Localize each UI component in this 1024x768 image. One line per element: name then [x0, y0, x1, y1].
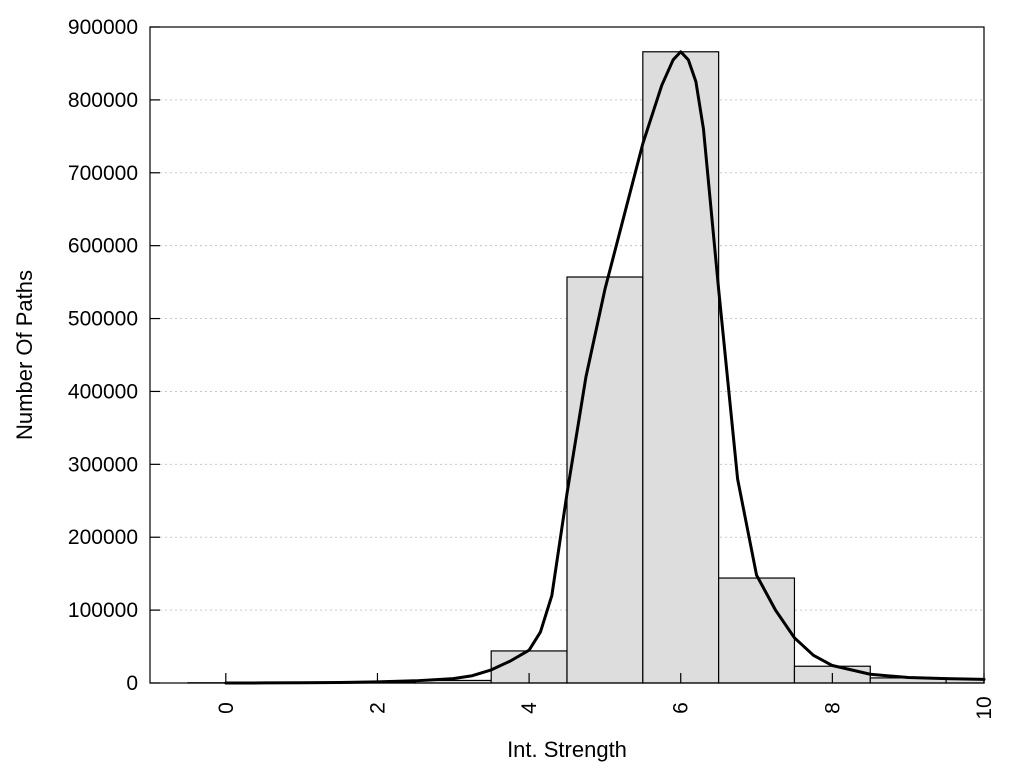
histogram-bar [566, 276, 644, 684]
histogram-bar [718, 577, 796, 684]
x-tick-label: 4 [518, 702, 541, 714]
x-tick-label: 10 [973, 696, 996, 719]
plot-frame [149, 26, 985, 684]
y-tick-label: 700000 [68, 162, 138, 185]
y-axis-title: Number Of Paths [12, 270, 37, 440]
histogram-bars [187, 51, 985, 684]
x-tick-label: 8 [821, 702, 844, 714]
histogram-bar [642, 51, 720, 684]
x-tick-label: 6 [670, 702, 693, 714]
density-curve-layer [224, 50, 986, 685]
x-axis-title: Int. Strength [507, 737, 627, 762]
y-tick-label: 200000 [68, 526, 138, 549]
y-tick-label: 600000 [68, 235, 138, 258]
y-axis-ticks: 0 100000 200000 300000 400000 500000 600000 700… [68, 16, 160, 695]
y-tick-label: 900000 [68, 16, 138, 39]
y-tick-label: 800000 [68, 89, 138, 112]
x-tick-label: 0 [215, 702, 238, 714]
y-tick-label: 100000 [68, 599, 138, 622]
y-tick-label: 400000 [68, 380, 138, 403]
x-tick-label: 2 [366, 702, 389, 714]
y-tick-label: 300000 [68, 453, 138, 476]
x-axis-ticks: 0 2 4 6 8 10 [215, 673, 996, 720]
density-curve [224, 50, 986, 685]
y-tick-label: 0 [126, 672, 138, 695]
y-tick-label: 500000 [68, 308, 138, 331]
